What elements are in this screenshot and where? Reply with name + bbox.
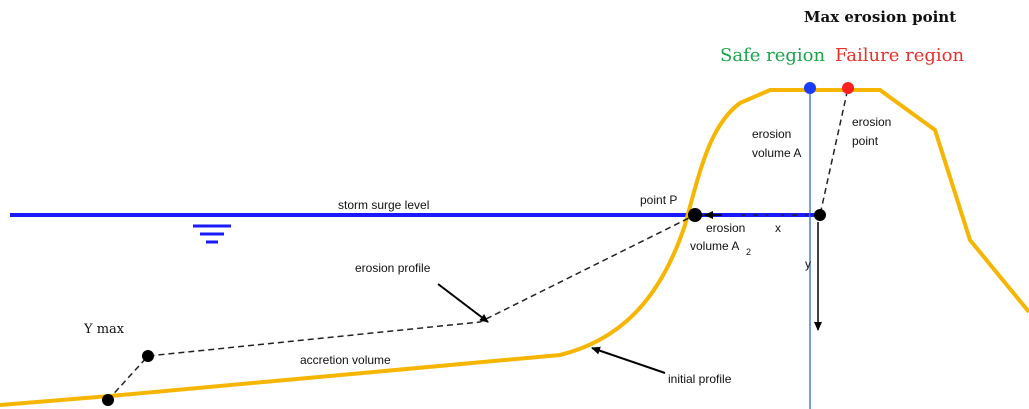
point <box>142 350 154 362</box>
label: volume A <box>752 146 801 160</box>
water-symbol <box>193 226 231 242</box>
label: volume A <box>690 239 739 253</box>
point <box>102 394 114 406</box>
label: x <box>775 221 781 235</box>
label: erosion <box>706 221 745 235</box>
label: 2 <box>746 247 751 257</box>
label: accretion volume <box>300 353 391 367</box>
max-erosion-marker <box>804 82 816 94</box>
label: y <box>805 257 811 271</box>
pointer-arrow <box>592 348 665 373</box>
point <box>814 209 826 221</box>
label: point <box>852 134 879 148</box>
diagram: Max erosion point Safe region Failure re… <box>0 0 1029 409</box>
pointer-arrow <box>438 284 488 322</box>
label: point P <box>640 193 677 207</box>
label: erosion <box>752 127 791 141</box>
erosion-point-marker <box>842 82 854 94</box>
failure-region: Failure region <box>835 45 964 66</box>
label: initial profile <box>668 372 732 386</box>
label: storm surge level <box>338 198 429 212</box>
point-p <box>688 208 702 222</box>
label: Y max <box>83 322 125 337</box>
title: Max erosion point <box>804 8 956 26</box>
label: erosion <box>852 115 891 129</box>
label: erosion profile <box>355 261 431 275</box>
safe-region: Safe region <box>720 45 825 66</box>
